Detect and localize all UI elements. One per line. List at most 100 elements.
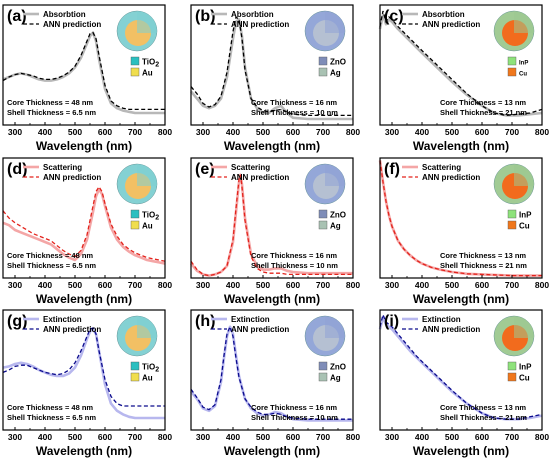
series-line-ann-prediction <box>379 160 542 277</box>
x-tick-label: 700 <box>128 280 142 290</box>
x-axis-label: Wavelength (nm) <box>36 444 132 458</box>
x-tick-label: 600 <box>286 280 300 290</box>
x-tick-label: 500 <box>445 127 459 137</box>
shell-material-swatch <box>130 220 140 230</box>
shell-thickness-label: Shell Thickness = 21 nm <box>440 261 527 270</box>
x-tick-label: 400 <box>226 432 240 442</box>
shell-thickness-label: Shell Thickness = 21 nm <box>440 108 527 117</box>
shell-thickness-label: Shell Thickness = 10 nm <box>251 413 338 422</box>
legend-label-prediction: ANN prediction <box>231 173 289 182</box>
shell-material-swatch <box>507 372 517 382</box>
x-tick-label: 800 <box>346 280 360 290</box>
core-thickness-label: Core Thickness = 48 nm <box>7 251 93 260</box>
x-tick-label: 300 <box>196 432 210 442</box>
x-tick-label: 700 <box>316 432 330 442</box>
plot-frame <box>2 309 166 431</box>
shell-cutaway-icon <box>137 10 158 33</box>
core-material-swatch <box>318 361 328 371</box>
x-tick-label: 400 <box>226 280 240 290</box>
x-tick-label: 300 <box>8 127 22 137</box>
core-material-label: InP <box>519 363 532 372</box>
legend-label-target: Scattering <box>43 163 82 172</box>
x-tick-label: 800 <box>535 127 549 137</box>
core-material-swatch <box>318 209 328 219</box>
core-material-label: InP <box>519 61 528 67</box>
x-tick-label: 500 <box>68 280 82 290</box>
x-axis-label: Wavelength (nm) <box>413 292 509 306</box>
series-line-ann-prediction <box>190 15 353 117</box>
series-line-ann-prediction <box>2 185 166 262</box>
shell-material-label: Au <box>142 222 153 231</box>
legend-label-prediction: ANN prediction <box>422 173 480 182</box>
x-tick-label: 800 <box>346 432 360 442</box>
chart-panel-f: 300 400 500 600 700 800 Wavelength (nm) (f) Scat… <box>378 157 549 306</box>
shell-material-label: Ag <box>330 69 341 78</box>
legend-label-prediction: ANN prediction <box>43 173 101 182</box>
core-material-swatch <box>130 209 140 219</box>
shell-cutaway-icon <box>137 315 158 338</box>
plot-frame <box>379 4 543 126</box>
panel-label: (i) <box>384 313 399 330</box>
x-tick-label: 500 <box>445 280 459 290</box>
panel-label: (b) <box>195 8 215 25</box>
x-axis-label: Wavelength (nm) <box>413 444 509 458</box>
x-tick-label: 400 <box>415 127 429 137</box>
shell-thickness-label: Shell Thickness = 10 nm <box>251 261 338 270</box>
legend-label-target: Scattering <box>422 163 461 172</box>
series-line-ann-prediction <box>2 31 165 111</box>
shell-thickness-label: Shell Thickness = 10 nm <box>251 108 338 117</box>
shell-material-swatch <box>318 372 328 382</box>
chart-panel-b: 300 400 500 600 700 800 Wavelength (nm) (b) Abso… <box>190 4 360 153</box>
series-line-target <box>378 13 543 117</box>
panel-label: (d) <box>7 161 27 178</box>
x-tick-label: 700 <box>316 127 330 137</box>
chart-panel-a: 300 400 500 600 700 800 Wavelength (nm) (a) Abso… <box>2 4 172 153</box>
shell-material-label: Au <box>142 374 153 383</box>
x-axis-label: Wavelength (nm) <box>413 139 509 153</box>
core-material-swatch <box>318 56 328 66</box>
shell-material-swatch <box>130 372 140 382</box>
core-thickness-label: Core Thickness = 48 nm <box>7 403 93 412</box>
plot-frame <box>190 157 354 279</box>
x-axis-label: Wavelength (nm) <box>224 139 320 153</box>
chart-panel-i: 300 400 500 600 700 800 Wavelength (nm) (i) Exti… <box>378 309 549 458</box>
shell-cutaway-icon <box>514 163 535 186</box>
x-tick-label: 500 <box>256 280 270 290</box>
core-material-label: InP <box>519 211 532 220</box>
shell-cutaway-icon <box>137 163 158 186</box>
panel-label: (e) <box>195 161 215 178</box>
shell-cutaway-icon <box>325 163 346 186</box>
series-line-ann-prediction <box>379 312 543 420</box>
core-material-label: TiO2 <box>142 58 159 69</box>
x-tick-label: 300 <box>196 280 210 290</box>
plot-frame <box>379 157 543 279</box>
x-tick-label: 500 <box>68 432 82 442</box>
x-tick-label: 500 <box>445 432 459 442</box>
x-tick-label: 700 <box>128 432 142 442</box>
x-tick-label: 800 <box>535 280 549 290</box>
x-tick-label: 700 <box>505 432 519 442</box>
x-tick-label: 800 <box>346 127 360 137</box>
chart-panel-e: 300 400 500 600 700 800 Wavelength (nm) (e) Scat… <box>190 157 360 306</box>
series-line-ann-prediction <box>190 324 353 420</box>
core-material-label: TiO2 <box>142 211 159 222</box>
x-tick-label: 600 <box>98 280 112 290</box>
x-tick-label: 500 <box>256 127 270 137</box>
x-tick-label: 500 <box>68 127 82 137</box>
plot-frame <box>190 309 354 431</box>
shell-thickness-label: Shell Thickness = 6.5 nm <box>7 261 96 270</box>
core-thickness-label: Core Thickness = 16 nm <box>251 98 337 107</box>
legend-label-prediction: ANN prediction <box>43 20 101 29</box>
core-material-swatch <box>507 56 517 66</box>
x-tick-label: 400 <box>38 432 52 442</box>
panel-label: (h) <box>195 313 215 330</box>
shell-material-label: Cu <box>519 222 530 231</box>
panel-label: (a) <box>7 8 27 25</box>
shell-material-label: Cu <box>519 374 530 383</box>
chart-panel-d: 300 400 500 600 700 800 Wavelength (nm) (d) Scat… <box>2 157 172 306</box>
core-material-label: ZnO <box>330 211 346 220</box>
x-tick-label: 700 <box>128 127 142 137</box>
core-material-swatch <box>507 361 517 371</box>
shell-cutaway-icon <box>514 315 535 338</box>
x-tick-label: 600 <box>286 432 300 442</box>
